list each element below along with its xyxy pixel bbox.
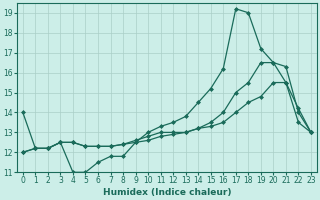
X-axis label: Humidex (Indice chaleur): Humidex (Indice chaleur) xyxy=(103,188,231,197)
